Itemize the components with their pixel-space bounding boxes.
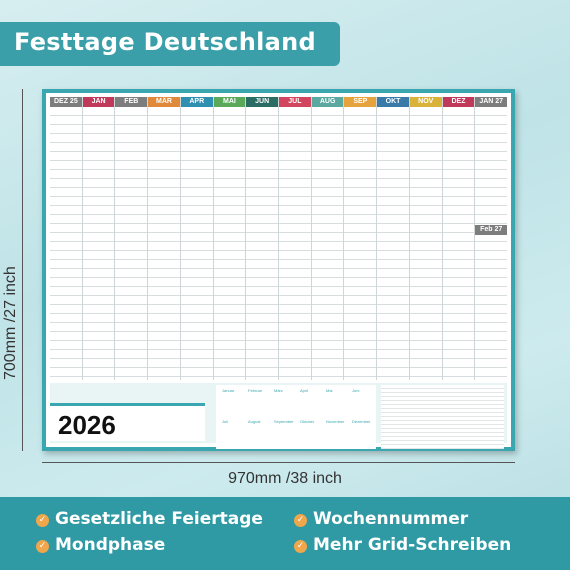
month-column: FEB [115,97,149,380]
month-header: DEZ 25 [50,97,82,107]
month-header: MAI [213,97,246,107]
feature-label: Gesetzliche Feiertage [55,509,263,529]
day-rows [148,107,180,380]
month-column: JUN [246,97,280,380]
day-rows [279,107,311,380]
month-header: MÄR [148,97,180,107]
year-box: 2026 [50,403,205,441]
day-rows [115,107,148,380]
month-column: MÄR [148,97,181,380]
mini-month-label: Februar [248,388,263,393]
width-dimension-label: 970mm /38 inch [228,470,342,487]
mini-month-label: Juni [352,388,360,393]
month-header: APR [180,97,213,107]
day-rows: Feb 27 [475,107,508,380]
month-column: JAN 27 Feb 27 [475,97,508,380]
year-label: 2026 [58,410,116,440]
day-rows [377,107,409,380]
month-column: AUG [311,97,345,380]
day-rows [82,107,115,380]
month-column: DEZ 25 [50,97,83,380]
mini-month-label: November [326,419,345,424]
month-header: SEP [344,97,377,107]
month-header: JAN 27 [475,97,508,107]
day-rows [311,107,344,380]
mini-month-label: Januar [222,388,235,393]
feature-label: Mondphase [55,535,166,555]
day-rows [344,107,377,380]
month-header: AUG [311,97,344,107]
month-column: OKT [377,97,410,380]
width-dimension-line [42,462,515,463]
height-dimension-label: 700mm /27 inch [2,266,19,380]
month-column: APR [180,97,214,380]
day-rows [50,107,82,380]
mini-month-label: Juli [222,419,229,424]
mini-month-label: April [300,388,309,393]
mini-month-label: Oktober [300,419,315,424]
feature-item: ✓ Wochennummer [294,509,468,529]
month-column: JAN [82,97,116,380]
month-header: Feb 27 [475,225,508,235]
feature-item: ✓ Mondphase [36,535,165,555]
feature-label: Mehr Grid-Schreiben [313,535,512,555]
feature-item: ✓ Mehr Grid-Schreiben [294,535,511,555]
day-rows [180,107,213,380]
day-rows [409,107,442,380]
day-rows [246,107,279,380]
feature-bar: ✓ Gesetzliche Feiertage ✓ Wochennummer ✓ Mo… [0,497,570,570]
height-dimension-line [22,89,32,451]
check-icon: ✓ [36,540,49,553]
mini-month-label: August [248,419,261,424]
calendar-poster: DEZ 25 JAN FEB MÄR APR MAI JUN JUL AUG SEP OKT NOV D… [42,89,515,451]
mini-month-label: Mai [326,388,333,393]
check-icon: ✓ [36,514,49,527]
holiday-legend-table [381,385,504,449]
month-header: DEZ [442,97,475,107]
day-rows [213,107,246,380]
month-header: FEB [115,97,148,107]
month-column: MAI [213,97,247,380]
page-title: Festtage Deutschland [14,28,316,56]
feature-label: Wochennummer [313,509,469,529]
mini-month-label: September [274,419,294,424]
calendar-grid: DEZ 25 JAN FEB MÄR APR MAI JUN JUL AUG SEP OKT NOV D… [50,97,508,380]
check-icon: ✓ [294,540,307,553]
month-column: JUL [279,97,312,380]
title-banner: Festtage Deutschland [0,22,340,66]
mini-month-label: Dezember [352,419,371,424]
month-column: DEZ [442,97,476,380]
month-header: JAN [82,97,115,107]
check-icon: ✓ [294,514,307,527]
month-header: JUN [246,97,279,107]
day-rows [442,107,475,380]
month-header: JUL [279,97,311,107]
month-header: OKT [377,97,409,107]
month-header: NOV [409,97,442,107]
mini-year-calendar: Januar Februar März April Mai Juni Juli August S… [216,385,376,449]
month-column: SEP [344,97,378,380]
feature-item: ✓ Gesetzliche Feiertage [36,509,263,529]
mini-month-label: März [274,388,283,393]
month-column: NOV [409,97,443,380]
